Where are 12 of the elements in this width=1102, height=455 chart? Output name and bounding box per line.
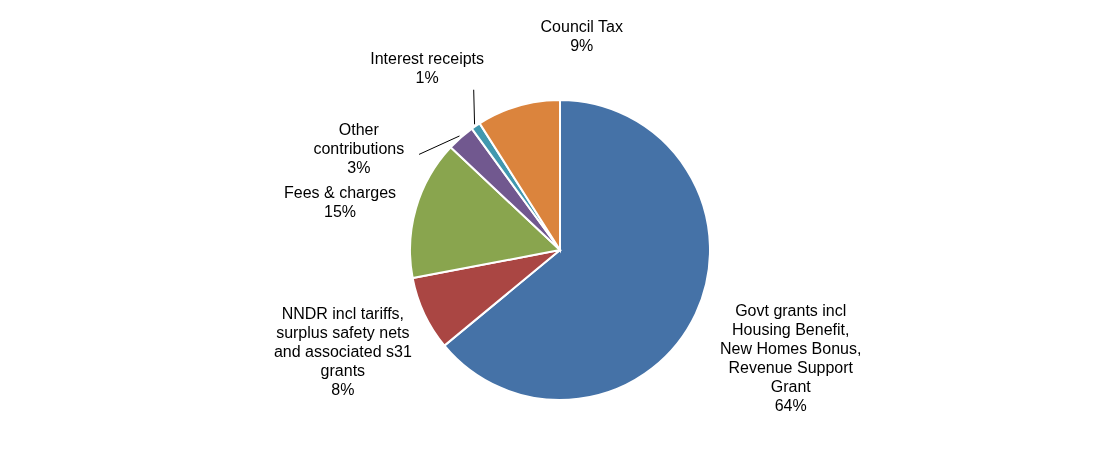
slice-label: NNDR incl tariffs, surplus safety nets and associated s31 grants [273,305,412,380]
slice-label: Interest receipts [370,49,485,67]
slice-label: Fees & charges [284,183,397,201]
slice-label: Other contributions [313,121,405,158]
slice-label: Council Tax [540,17,623,35]
data-label: 3% [347,159,371,177]
data-label: 15% [324,202,357,220]
data-label: 1% [415,68,439,86]
slice-label: Govt grants incl Housing Benefit, New Homes Bonus, Revenue Support Grant [720,302,862,396]
data-label: 8% [331,381,355,399]
data-label: 64% [774,397,807,415]
data-label: 9% [570,36,594,54]
